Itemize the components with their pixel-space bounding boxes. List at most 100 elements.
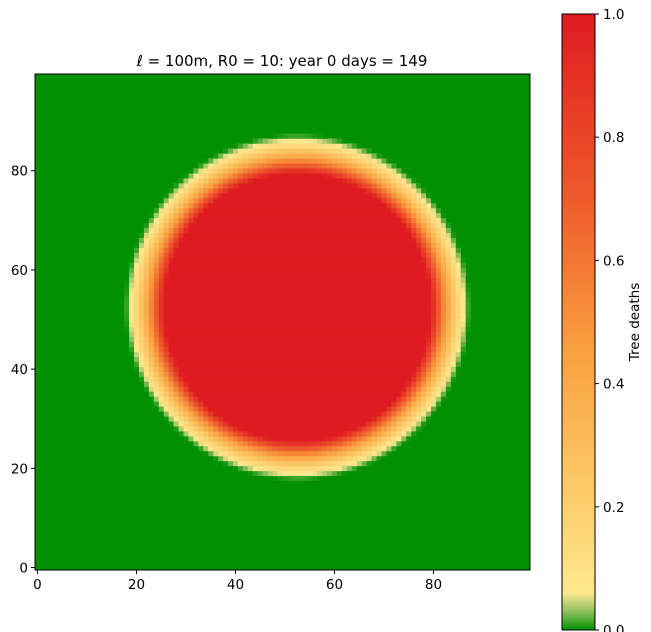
heatmap-cell [292, 287, 298, 293]
heatmap-cell [277, 188, 283, 194]
heatmap-cell [351, 381, 358, 387]
heatmap-cell [421, 202, 427, 209]
heatmap-cell [233, 312, 239, 318]
heatmap-cell [262, 193, 268, 199]
heatmap-cell [317, 450, 323, 457]
heatmap-cell [129, 297, 135, 303]
heatmap-cell [252, 416, 259, 422]
heatmap-cell [247, 163, 254, 169]
heatmap-cell [416, 411, 422, 417]
heatmap-cell [411, 232, 417, 238]
heatmap-cell [351, 247, 358, 253]
heatmap-cell [381, 163, 387, 169]
heatmap-cell [445, 371, 452, 377]
heatmap-cell [218, 361, 224, 367]
heatmap-cell [193, 173, 199, 179]
heatmap-cell [366, 277, 372, 283]
heatmap-cell [366, 426, 372, 432]
heatmap-cell [168, 361, 174, 367]
heatmap-cell [327, 272, 333, 278]
heatmap-cell [356, 148, 362, 154]
heatmap-cell [267, 326, 273, 333]
heatmap-cell [277, 406, 283, 412]
heatmap-cell [317, 326, 323, 333]
heatmap-cell [396, 302, 402, 308]
heatmap-cell [218, 217, 224, 224]
heatmap-cell [307, 441, 313, 447]
heatmap-cell [223, 232, 229, 238]
heatmap-cell [391, 257, 397, 263]
heatmap-cell [173, 317, 179, 323]
heatmap-cell [228, 272, 234, 278]
heatmap-cell [361, 227, 367, 234]
heatmap-cell [262, 232, 268, 238]
heatmap-cell [381, 446, 387, 452]
heatmap-cell [183, 212, 189, 219]
heatmap-cell [421, 331, 427, 338]
heatmap-cell [336, 222, 343, 229]
heatmap-cell [440, 356, 447, 362]
heatmap-cell [237, 247, 244, 253]
heatmap-cell [361, 257, 367, 263]
heatmap-cell [277, 326, 283, 333]
heatmap-cell [332, 371, 338, 377]
heatmap-cell [421, 401, 427, 407]
heatmap-cell [272, 138, 278, 144]
heatmap-cell [267, 465, 273, 472]
heatmap-cell [302, 227, 308, 234]
heatmap-cell [213, 416, 219, 422]
heatmap-cell [287, 366, 293, 372]
heatmap-cell [262, 381, 268, 387]
heatmap-cell [138, 252, 145, 258]
heatmap-cell [302, 401, 308, 407]
heatmap-cell [287, 436, 293, 442]
heatmap-cell [257, 237, 263, 243]
heatmap-cell [297, 272, 303, 278]
heatmap-cell [455, 346, 461, 353]
heatmap-cell [208, 212, 214, 219]
heatmap-cell [317, 282, 323, 288]
heatmap-cell [411, 257, 417, 263]
heatmap-cell [426, 292, 432, 298]
heatmap-cell [440, 366, 447, 372]
heatmap-cell [267, 262, 273, 268]
heatmap-cell [445, 227, 452, 234]
heatmap-cell [158, 326, 164, 333]
heatmap-cell [346, 212, 353, 219]
heatmap-cell [247, 341, 254, 348]
heatmap-cell [401, 222, 407, 229]
heatmap-cell [312, 421, 318, 427]
heatmap-cell [341, 470, 348, 477]
heatmap-cell [351, 282, 358, 288]
heatmap-cell [322, 356, 328, 362]
heatmap-cell [277, 371, 283, 377]
heatmap-cell [312, 183, 318, 189]
heatmap-cell [322, 198, 328, 204]
heatmap-cell [277, 450, 283, 457]
heatmap-cell [307, 178, 313, 184]
heatmap-cell [282, 242, 288, 248]
heatmap-cell [426, 351, 432, 358]
heatmap-cell [460, 322, 466, 328]
heatmap-cell [143, 247, 150, 253]
heatmap-cell [213, 307, 219, 313]
heatmap-cell [198, 312, 204, 318]
heatmap-cell [366, 232, 372, 238]
heatmap-cell [421, 217, 427, 224]
heatmap-cell [421, 237, 427, 243]
heatmap-cell [302, 446, 308, 452]
heatmap-cell [173, 232, 179, 238]
heatmap-cell [223, 446, 229, 452]
heatmap-cell [396, 257, 402, 263]
heatmap-cell [312, 475, 318, 482]
heatmap-cell [257, 163, 263, 169]
heatmap-cell [361, 361, 367, 367]
heatmap-cell [396, 322, 402, 328]
heatmap-cell [307, 411, 313, 417]
heatmap-cell [416, 217, 422, 224]
heatmap-cell [252, 446, 259, 452]
heatmap-cell [193, 322, 199, 328]
heatmap-cell [163, 267, 169, 273]
heatmap-cell [277, 272, 283, 278]
heatmap-cell [341, 356, 348, 362]
